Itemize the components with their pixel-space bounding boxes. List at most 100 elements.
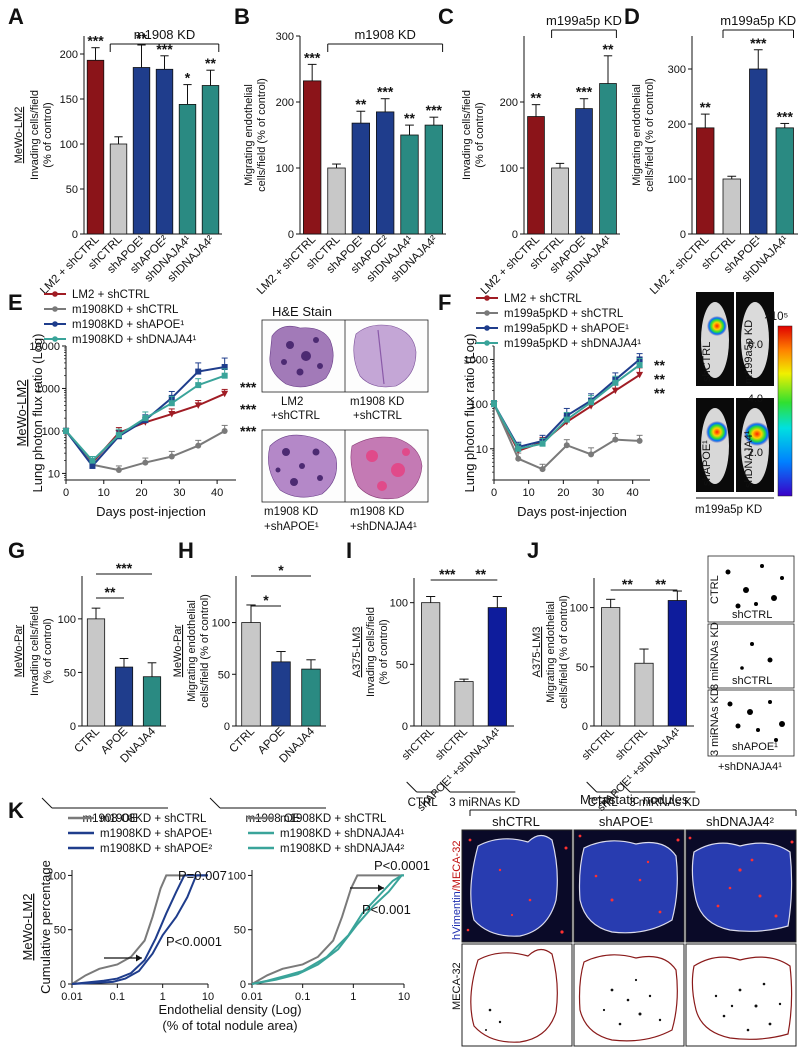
x-tick-label: 0.01 [241, 991, 262, 1003]
bar [142, 676, 162, 727]
panel-letter-a: A [8, 4, 24, 29]
data-point [636, 437, 643, 444]
legend-label: m1908KD + shCTRL [72, 304, 179, 316]
x-tick-label: 1 [160, 991, 166, 1003]
panel-letter-f: F [438, 290, 451, 315]
panel-letter-b: B [234, 4, 250, 29]
ctrl-bracket-tick [586, 781, 598, 793]
he-lung-m1908kd-shctrl [353, 324, 417, 388]
y-axis-label: (% of control) [42, 102, 54, 167]
ctrl-label: CTRL [588, 797, 619, 809]
legend-label: m1908KD + shDNAJA4¹ [72, 334, 196, 346]
y-axis-label: cells/field (% of control) [558, 595, 570, 709]
he-caption-4b: +shDNAJA4¹ [350, 521, 417, 533]
y-tick-label: 50 [218, 669, 230, 681]
significance-stars: *** [87, 33, 104, 49]
data-point [168, 411, 176, 418]
x-tick-label: 0.1 [295, 991, 310, 1003]
legend-marker [52, 306, 58, 312]
bar [303, 80, 322, 235]
data-point [142, 415, 149, 422]
bar [749, 68, 768, 235]
transwell-images: CTRL shCTRL 3 miRNAs KD shCTRL 3 miRNAs … [707, 555, 795, 773]
y-axis-label: Invading cells/field [29, 90, 41, 180]
bar [599, 83, 617, 235]
y-axis-label: Migrating endothelial [631, 84, 643, 186]
significance-stars: ** [531, 90, 542, 106]
legend-label: LM2 + shCTRL [72, 289, 150, 301]
cell-line-label: MeWo-Par [13, 624, 25, 677]
y-tick-label: 100 [276, 163, 294, 175]
legend-label: m1908KD + shAPOE¹ [100, 828, 212, 840]
y-tick-label: 50 [396, 659, 408, 671]
x-tick-label: 40 [211, 487, 223, 499]
significance-stars: ** [603, 41, 614, 57]
panel-letter-c: C [438, 4, 454, 29]
bar [155, 68, 174, 235]
significance-stars: ** [355, 96, 366, 112]
series-line [65, 392, 226, 465]
nodules-header: Metastatic nodules [580, 792, 689, 807]
bar [775, 127, 794, 235]
bar [241, 622, 261, 727]
legend-label: m199a5pKD + shCTRL [504, 308, 624, 320]
p-value-1: P=0.007 [178, 868, 227, 883]
colorbar-tick-2: 2.0 [748, 447, 763, 459]
data-point [168, 400, 175, 407]
y-tick-label: 10000 [29, 341, 60, 353]
x-tick-label: 0 [63, 487, 69, 499]
legend-label: m1908KD + shAPOE¹ [72, 319, 184, 331]
y-tick-label: 300 [276, 31, 294, 43]
bar [301, 668, 321, 727]
bli-label-shapoe1: shAPOE¹ [701, 440, 713, 486]
x-tick-label: 10 [98, 487, 110, 499]
he-caption-3b: +shAPOE¹ [264, 521, 319, 533]
category-label: CTRL [227, 725, 257, 755]
meca-row-label: MECA-32 [451, 962, 463, 1010]
he-caption-3: m1908 KD [264, 506, 318, 518]
legend-label: m1908KD + shCTRL [100, 813, 207, 825]
bli-label-m199a5p: m199a5p KD [743, 320, 755, 384]
y-tick-label: 100 [60, 139, 78, 151]
y-tick-label: 100 [58, 614, 76, 626]
y-axis-label: Invading cells/field [29, 606, 41, 696]
x-tick-label: 10 [398, 991, 410, 1003]
transwell-label-kd2: 3 miRNAs KD [709, 688, 721, 756]
cumulative-line [251, 874, 404, 985]
transwell-label-kd2-b: shAPOE¹ [732, 741, 778, 753]
kd-bracket-label: m1908 KD [354, 27, 415, 42]
significance-stars: * [278, 562, 284, 578]
p-value-2: P<0.001 [362, 902, 411, 917]
ifx-row-label-a: hVimentin [451, 891, 463, 940]
chart-c: 0 100 200 Invading cells/field (% of control… [461, 13, 622, 297]
bar [551, 167, 569, 235]
y-axis-label: Lung photon flux ratio (Log) [462, 334, 477, 493]
legend-label: m199a5pKD + shAPOE¹ [504, 323, 629, 335]
x-tick-label: 0.1 [110, 991, 125, 1003]
x-tick-label: 10 [523, 487, 535, 499]
y-tick-label: 0 [680, 229, 686, 241]
data-point [221, 364, 228, 371]
arrow-head [136, 954, 142, 962]
data-point [515, 455, 522, 462]
y-tick-label: 10 [476, 444, 488, 456]
colorbar-tick-6: 6.0 [748, 339, 763, 351]
chart-k2: 0 50 100 0.01 0.1 1 10 m1908KD + shCTRL m1908KD … [228, 813, 430, 1003]
x-tick-label: 0 [491, 487, 497, 499]
data-point [636, 371, 644, 379]
significance-stars: *** [777, 108, 794, 124]
y-tick-label: 0 [72, 229, 78, 241]
data-point [636, 362, 643, 369]
x-tick-label: 40 [627, 487, 639, 499]
kd-bracket-label: m199a5p KD [546, 13, 622, 28]
chart-g: 0 50 100 Invading cells/field (% of control)… [13, 560, 168, 825]
y-tick-label: 1000 [464, 354, 488, 366]
bar [601, 607, 621, 727]
data-point [195, 442, 202, 449]
bar [327, 167, 346, 235]
category-label: CTRL [72, 725, 102, 755]
significance-stars: *** [576, 84, 593, 100]
cumulative-line [251, 874, 404, 985]
significance-stars: *** [240, 379, 257, 395]
significance-stars: *** [304, 49, 321, 65]
